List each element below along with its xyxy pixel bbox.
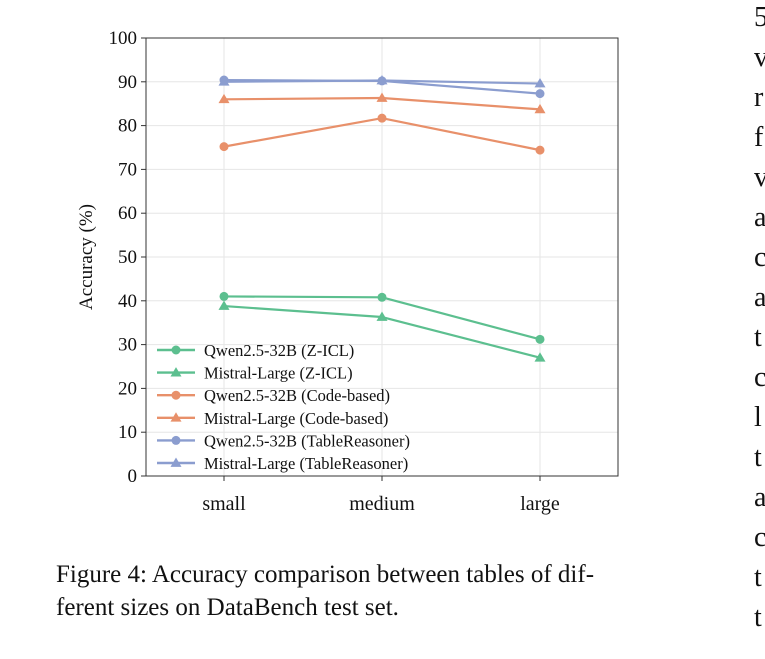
y-tick-label: 10 [118,422,137,443]
legend-marker [171,345,181,355]
y-tick-label: 70 [118,159,137,180]
series-group [218,74,546,362]
data-point [377,113,387,123]
y-tick-label: 0 [128,466,138,487]
series-2 [218,300,546,362]
side-text-char: l [754,402,762,433]
data-point [534,103,546,114]
legend-item: Mistral-Large (Z-ICL) [157,364,353,383]
legend-marker [171,390,181,400]
y-tick-label: 60 [118,203,137,224]
y-tick-label: 50 [118,247,137,268]
series-3 [219,113,545,155]
side-text-char: c [754,242,765,273]
data-point [535,145,545,155]
side-text-char: t [754,322,762,353]
data-point [219,291,229,301]
legend-label: Mistral-Large (Z-ICL) [204,364,353,383]
side-text-char: a [754,482,765,513]
side-text-char: t [754,602,762,633]
y-tick-label: 40 [118,291,137,312]
data-point [535,334,545,344]
figure-caption: Figure 4: Accuracy comparison between ta… [56,558,716,624]
data-point [218,76,230,86]
caption-line-2: ferent sizes on DataBench test set. [56,594,399,621]
x-tick-label: medium [349,493,415,515]
legend-marker [171,435,181,445]
data-point [376,92,388,102]
data-point [218,93,230,104]
y-axis-label: Accuracy (%) [76,204,97,310]
data-point [376,74,388,85]
data-point [377,292,387,302]
x-axis: small medium large [202,476,560,515]
side-text-char: r [754,82,764,113]
data-point [535,89,545,99]
y-tick-label: 20 [118,378,137,399]
legend-item: Qwen2.5-32B (TableReasoner) [157,431,410,450]
data-point [218,300,230,310]
side-text-char: t [754,442,762,473]
y-tick-label: 30 [118,335,137,356]
side-text-char: v [754,162,765,193]
data-point [534,78,546,88]
y-tick-label: 80 [118,116,137,137]
side-text-char: c [754,362,765,393]
legend-label: Qwen2.5-32B (Z-ICL) [204,341,354,360]
series-4 [218,92,546,114]
side-text-char: 5 [754,2,765,33]
y-tick-label: 90 [118,72,137,93]
legend-item: Mistral-Large (TableReasoner) [157,454,408,473]
x-tick-label: large [520,493,560,515]
legend-label: Mistral-Large (TableReasoner) [204,454,408,473]
y-axis: 0 10 20 30 40 50 60 70 80 90 100 [109,28,146,487]
legend-item: Qwen2.5-32B (Code-based) [157,386,390,405]
data-point [219,142,229,152]
data-point [534,352,546,362]
side-text-char: a [754,202,765,233]
side-text-char: v [754,42,765,73]
legend-item: Mistral-Large (Code-based) [157,409,388,428]
side-text-char: t [754,562,762,593]
data-point [376,311,388,321]
caption-line-1: Figure 4: Accuracy comparison between ta… [56,561,595,588]
legend-label: Mistral-Large (Code-based) [204,409,388,428]
legend-marker [170,367,182,377]
legend-label: Qwen2.5-32B (TableReasoner) [204,431,410,450]
legend-label: Qwen2.5-32B (Code-based) [204,386,390,405]
legend-marker [170,457,182,467]
series-6 [218,74,546,88]
side-text-char: a [754,282,765,313]
legend: Qwen2.5-32B (Z-ICL) Mistral-Large (Z-ICL)… [157,341,410,473]
y-tick-label: 100 [109,28,138,49]
legend-item: Qwen2.5-32B (Z-ICL) [157,341,354,360]
legend-marker [170,412,182,422]
side-text-char: c [754,522,765,553]
x-tick-label: small [202,493,246,515]
side-text-char: f [754,122,764,153]
series-1 [219,291,545,344]
